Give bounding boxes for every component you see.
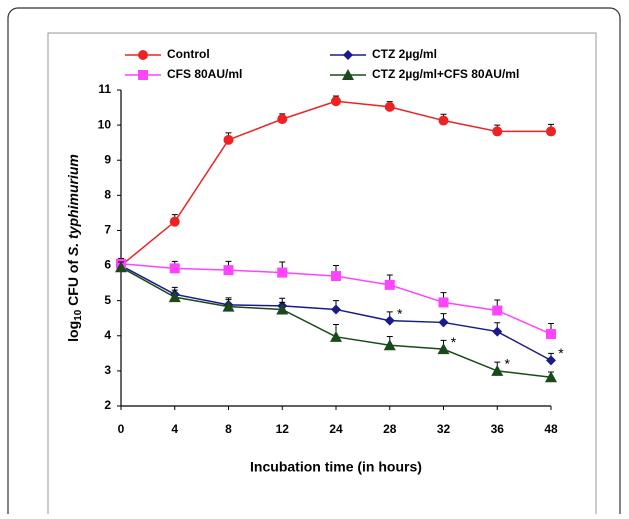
marker — [546, 126, 556, 137]
marker — [545, 371, 557, 383]
y-tick-label: 9 — [104, 152, 111, 166]
x-tick-label: 8 — [225, 422, 232, 436]
annotation: * — [505, 356, 511, 372]
marker — [546, 329, 556, 340]
y-label-part: CFU of — [65, 256, 81, 310]
marker — [276, 303, 289, 315]
marker — [223, 265, 234, 276]
x-tick-label: 12 — [276, 422, 290, 436]
y-tick-label: 6 — [104, 258, 111, 272]
x-axis-label: Incubation time (in hours) — [250, 459, 422, 475]
y-tick-label: 2 — [104, 398, 111, 412]
marker — [383, 339, 396, 351]
marker — [169, 216, 180, 227]
y-label-sub: 10 — [73, 309, 84, 321]
marker — [115, 261, 127, 273]
marker — [492, 126, 503, 137]
marker — [223, 134, 234, 145]
marker — [492, 305, 503, 316]
annotation: * — [397, 305, 403, 321]
series-line — [120, 266, 552, 378]
legend-label: CTZ 2µg/ml — [372, 47, 437, 61]
legend-label: Control — [167, 47, 210, 61]
x-tick-label: 4 — [171, 422, 178, 436]
annotation: * — [451, 334, 457, 350]
marker — [438, 317, 449, 328]
x-tick-label: 36 — [491, 422, 505, 436]
marker — [331, 304, 341, 315]
y-tick-label: 3 — [104, 363, 111, 377]
marker — [331, 271, 341, 282]
legend-marker — [343, 50, 353, 60]
marker — [384, 315, 395, 326]
y-tick-label: 11 — [98, 82, 111, 96]
x-tick-label: 48 — [544, 422, 558, 436]
legend-label: CFS 80AU/ml — [167, 67, 242, 81]
marker — [331, 96, 341, 107]
marker — [277, 267, 288, 278]
y-label-part: log — [65, 321, 81, 342]
marker — [491, 364, 504, 376]
marker — [438, 297, 449, 308]
marker — [222, 300, 235, 312]
y-tick-label: 7 — [104, 223, 111, 237]
y-axis-label: log10 CFU of S. typhimurium — [65, 154, 84, 342]
inner-frame — [47, 32, 597, 519]
y-tick-label: 10 — [98, 117, 112, 131]
x-tick-label: 0 — [118, 422, 125, 436]
x-tick-label: 32 — [437, 422, 451, 436]
marker — [384, 101, 395, 112]
legend-label: CTZ 2µg/ml+CFS 80AU/ml — [372, 67, 519, 81]
legend-marker — [138, 70, 148, 80]
marker — [277, 114, 288, 125]
series-line — [120, 100, 551, 267]
x-tick-label: 24 — [329, 422, 343, 436]
marker — [438, 115, 449, 126]
y-tick-label: 4 — [104, 328, 111, 342]
marker — [492, 326, 503, 337]
y-label-italic: S. typhimurium — [65, 154, 81, 256]
marker — [330, 330, 342, 342]
marker — [384, 279, 395, 290]
y-tick-label: 8 — [104, 188, 111, 202]
x-tick-label: 28 — [383, 422, 397, 436]
y-tick-label: 5 — [104, 293, 111, 307]
marker — [168, 291, 181, 303]
outer-frame — [7, 7, 621, 519]
marker — [437, 343, 450, 355]
marker — [169, 263, 180, 274]
annotation: * — [558, 345, 564, 361]
legend-marker — [138, 50, 148, 60]
legend-marker — [342, 69, 354, 80]
marker — [546, 355, 556, 366]
